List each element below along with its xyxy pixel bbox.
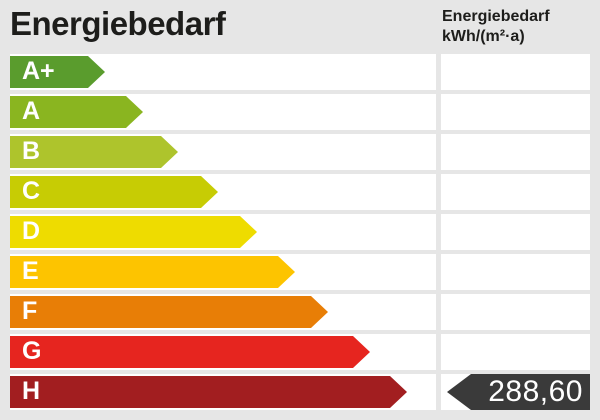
value-indicator-tag: 288,60: [447, 374, 590, 410]
rating-label: C: [22, 176, 41, 205]
rating-arrow-bar-A+: A+: [10, 56, 105, 88]
indicator-value: 288,60: [488, 375, 583, 408]
value-cell-A+: [441, 54, 590, 90]
rating-arrow-bar-E: E: [10, 256, 295, 288]
rating-arrow-bar-C: C: [10, 176, 218, 208]
rating-label: E: [22, 256, 39, 285]
scale-row-A+: A+: [10, 54, 590, 90]
rating-label: A: [22, 96, 41, 125]
unit-header-line2: kWh/(m²·a): [442, 28, 525, 45]
value-cell-F: [441, 294, 590, 330]
value-cell-C: [441, 174, 590, 210]
scale-row-H: H 288,60: [10, 374, 590, 410]
bar-track: B: [10, 134, 436, 170]
value-cell-D: [441, 214, 590, 250]
rating-label: D: [22, 216, 41, 245]
scale-row-G: G: [10, 334, 590, 370]
rating-arrow-bar-H: H: [10, 376, 407, 408]
page-title: Energiebedarf: [10, 5, 226, 42]
bar-track: C: [10, 174, 436, 210]
rating-arrow-bar-D: D: [10, 216, 257, 248]
bar-track: A: [10, 94, 436, 130]
bar-track: H: [10, 374, 436, 410]
scale-row-F: F: [10, 294, 590, 330]
unit-header: Energiebedarf kWh/(m²·a): [442, 7, 550, 47]
bar-track: F: [10, 294, 436, 330]
scale-row-B: B: [10, 134, 590, 170]
value-cell-A: [441, 94, 590, 130]
rating-arrow-bar-F: F: [10, 296, 328, 328]
rating-label: F: [22, 296, 38, 325]
scale-rows: A+ A B C D E F G H 288,60: [10, 54, 590, 410]
unit-header-line1: Energiebedarf: [442, 8, 550, 25]
rating-arrow-bar-G: G: [10, 336, 370, 368]
value-cell-H: 288,60: [441, 374, 590, 410]
bar-track: G: [10, 334, 436, 370]
rating-arrow-bar-B: B: [10, 136, 178, 168]
scale-row-A: A: [10, 94, 590, 130]
value-cell-E: [441, 254, 590, 290]
scale-row-D: D: [10, 214, 590, 250]
bar-track: E: [10, 254, 436, 290]
value-cell-B: [441, 134, 590, 170]
rating-arrow-bar-A: A: [10, 96, 143, 128]
bar-track: D: [10, 214, 436, 250]
value-cell-G: [441, 334, 590, 370]
rating-label: A+: [22, 56, 55, 85]
scale-row-C: C: [10, 174, 590, 210]
rating-label: B: [22, 136, 41, 165]
rating-label: G: [22, 336, 42, 365]
bar-track: A+: [10, 54, 436, 90]
rating-label: H: [22, 376, 41, 405]
scale-row-E: E: [10, 254, 590, 290]
